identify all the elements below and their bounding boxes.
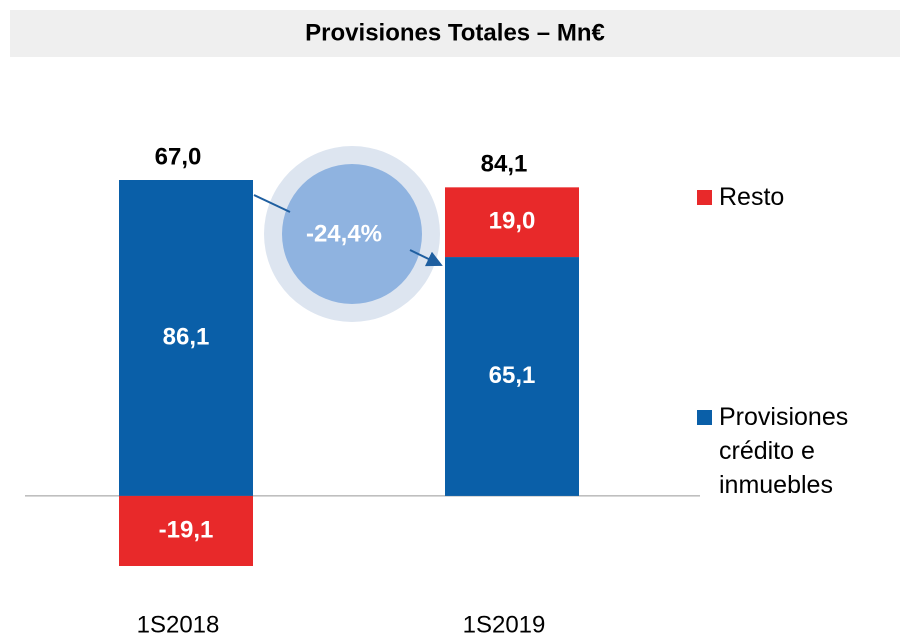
legend-label: Resto (719, 183, 785, 211)
legend-entry: Provisiones crédito e inmuebles (719, 403, 849, 499)
legend-entry: Resto (719, 183, 785, 211)
bar-segment (119, 180, 253, 496)
bar-segment (119, 495, 253, 566)
bar-segment (445, 187, 579, 258)
annotation: -24,4% (306, 220, 382, 247)
total-label: 67,0 (155, 143, 202, 170)
bar-segment (445, 257, 579, 496)
arrow (409, 249, 443, 267)
legend-swatch (697, 190, 712, 205)
plot: 86,1 -19,1 67,0 1S2018 65,1 19,0 84,1 1S2019 Res… (25, 143, 849, 638)
value-label: -19,1 (159, 516, 214, 543)
total-label: 84,1 (481, 151, 528, 178)
chart-title: Provisiones Totales – Mn€ (305, 19, 605, 46)
value-label: 65,1 (489, 362, 536, 389)
arrow (253, 194, 291, 213)
legend-swatch (697, 410, 712, 425)
legend-label: Provisiones crédito e inmuebles (719, 403, 849, 499)
title-band (10, 10, 900, 57)
value-label: 86,1 (163, 323, 210, 350)
x-tick-label: 1S2018 (137, 611, 220, 638)
annotation-circle (282, 164, 422, 304)
x-tick-label: 1S2019 (463, 611, 546, 638)
value-label: 19,0 (489, 208, 536, 235)
